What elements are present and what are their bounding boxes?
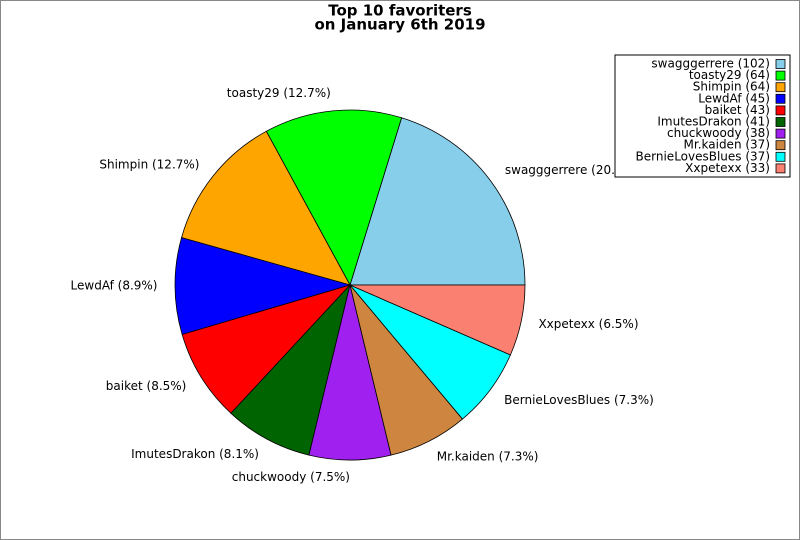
pie-slice — [349, 284, 526, 356]
pie-slice — [230, 283, 351, 456]
legend-label: chuckwoody (38) — [667, 126, 770, 140]
legend-swatch — [775, 70, 786, 81]
slice-label: chuckwoody (7.5%) — [232, 470, 350, 484]
slice-label: toasty29 (12.7%) — [227, 86, 331, 100]
legend-swatch — [775, 82, 786, 93]
pie-slice — [174, 237, 352, 335]
legend-swatch — [775, 151, 786, 162]
legend-label: Xxpetexx (33) — [685, 161, 770, 175]
slice-label: ImutesDrakon (8.1%) — [131, 447, 259, 461]
slice-label: baiket (8.5%) — [106, 379, 187, 393]
legend-label: toasty29 (64) — [689, 68, 770, 82]
pie-slice — [181, 284, 352, 414]
legend-swatch — [775, 117, 786, 127]
slice-label: Mr.kaiden (7.3%) — [437, 449, 539, 463]
legend-swatch — [775, 140, 786, 151]
slice-label: Shimpin (12.7%) — [99, 157, 199, 171]
legend-label: BernieLovesBlues (37) — [636, 149, 770, 163]
legend-box — [614, 54, 791, 178]
legend-label: swagggerrere (102) — [651, 57, 770, 71]
slice-label: Xxpetexx (6.5%) — [538, 317, 638, 331]
pie-slice — [265, 109, 403, 287]
legend-swatch — [775, 59, 786, 69]
legend-swatch — [775, 128, 786, 139]
legend-label: Mr.kaiden (37) — [684, 138, 770, 152]
legend-label: Shimpin (64) — [693, 80, 770, 94]
legend-label: ImutesDrakon (41) — [657, 115, 770, 129]
chart-title: Top 10 favoriters — [328, 2, 472, 20]
slice-label: BernieLovesBlues (7.3%) — [504, 393, 654, 407]
slice-label: LewdAf (8.9%) — [71, 279, 158, 293]
legend-swatch — [775, 93, 786, 104]
legend-swatch — [775, 105, 786, 116]
pie-slice — [181, 130, 351, 286]
slice-label: swagggerrere (20.2%) — [505, 163, 639, 177]
legend-swatch — [775, 163, 786, 174]
legend-label: baiket (43) — [705, 103, 770, 117]
chart-subtitle: on January 6th 2019 — [314, 16, 485, 34]
pie-slice — [349, 117, 526, 286]
legend-label: LewdAf (45) — [698, 91, 770, 105]
